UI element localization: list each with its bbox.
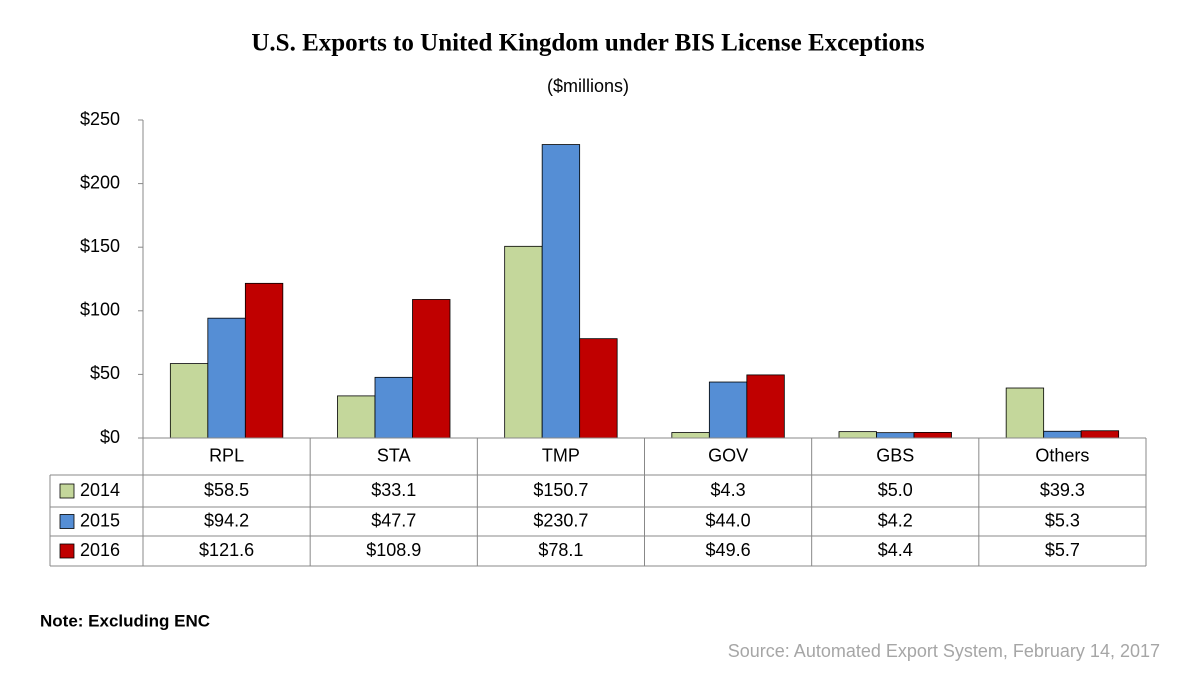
table-value: $78.1 — [538, 540, 583, 560]
x-tick-label: GOV — [708, 445, 748, 465]
x-tick-label: RPL — [209, 445, 244, 465]
bar — [207, 317, 246, 439]
legend-swatch — [59, 514, 75, 529]
source: Source: Automated Export System, Februar… — [728, 641, 1160, 661]
y-tick-label: $100 — [80, 300, 120, 320]
legend-swatch — [59, 483, 75, 499]
table-value: $47.7 — [371, 510, 416, 530]
legend-label: 2015 — [80, 510, 120, 530]
table-value: $39.3 — [1040, 480, 1085, 500]
y-tick-label: $50 — [90, 363, 120, 383]
bar — [579, 338, 618, 439]
bar — [1005, 387, 1045, 439]
bar — [244, 282, 284, 439]
y-tick-label: $150 — [80, 236, 120, 256]
y-tick-label: $0 — [100, 427, 120, 447]
bar — [541, 144, 581, 439]
table-value: $94.2 — [204, 510, 249, 530]
table-value: $33.1 — [371, 480, 416, 500]
y-tick-label: $200 — [80, 172, 120, 192]
table-value: $44.0 — [706, 510, 751, 530]
bar — [1043, 430, 1082, 439]
legend-swatch — [59, 543, 75, 559]
bar — [913, 432, 952, 439]
legend-label: 2016 — [80, 540, 120, 560]
bar — [746, 374, 785, 439]
bar — [838, 431, 877, 439]
table-value: $5.0 — [878, 480, 913, 500]
table-value: $49.6 — [706, 540, 751, 560]
table-value: $230.7 — [533, 510, 588, 530]
bar — [374, 376, 413, 439]
note: Note: Excluding ENC — [40, 611, 210, 630]
x-tick-label: GBS — [876, 445, 914, 465]
chart-title: U.S. Exports to United Kingdom under BIS… — [251, 30, 925, 57]
bar — [504, 245, 543, 439]
bar — [1080, 430, 1120, 439]
bar — [412, 299, 451, 439]
y-tick-label: $250 — [80, 109, 120, 129]
bar — [169, 363, 209, 439]
table-value: $150.7 — [533, 480, 588, 500]
table-value: $58.5 — [204, 480, 249, 500]
chart-subtitle: ($millions) — [547, 76, 629, 96]
table-value: $4.4 — [878, 540, 913, 560]
legend-label: 2014 — [80, 480, 120, 500]
table-value: $108.9 — [366, 540, 421, 560]
table-value: $5.7 — [1045, 540, 1080, 560]
table-value: $121.6 — [199, 540, 254, 560]
x-tick-label: Others — [1035, 445, 1089, 465]
table-value: $4.3 — [711, 480, 746, 500]
bar — [876, 432, 915, 439]
table-value: $5.3 — [1045, 510, 1080, 530]
x-tick-label: STA — [377, 445, 411, 465]
bar — [671, 432, 710, 439]
bar — [337, 395, 376, 439]
table-value: $4.2 — [878, 510, 913, 530]
x-tick-label: TMP — [542, 445, 580, 465]
bar — [708, 381, 748, 439]
